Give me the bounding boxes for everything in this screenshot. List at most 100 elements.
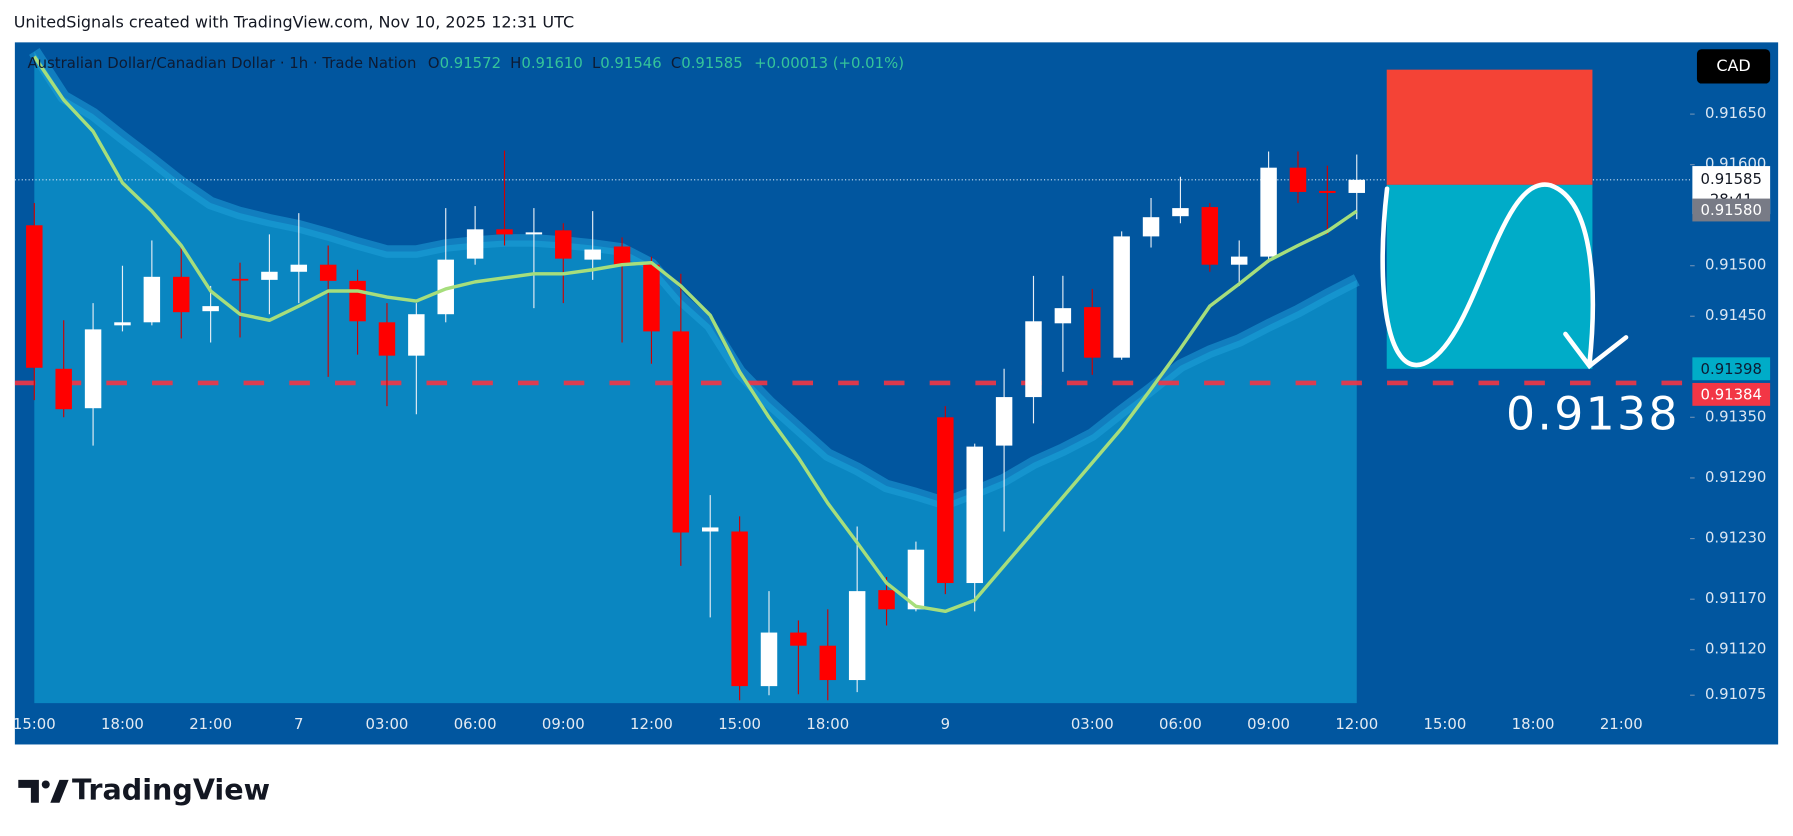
candle-body — [1289, 167, 1307, 192]
legend-title: Australian Dollar/Canadian Dollar · 1h ·… — [27, 54, 416, 72]
candle-body — [1230, 256, 1248, 265]
legend-l: L — [592, 54, 601, 72]
legend-c: C — [671, 54, 681, 72]
x-tick-label: 21:00 — [1600, 715, 1643, 733]
x-tick-label: 09:00 — [1247, 715, 1290, 733]
x-tick-label: 7 — [294, 715, 303, 733]
legend-h-value: 0.91610 — [521, 54, 582, 72]
candle-body — [907, 549, 925, 610]
currency-button[interactable] — [1696, 49, 1771, 84]
candle-body — [319, 264, 337, 281]
legend-c-value: 0.91585 — [681, 54, 742, 72]
y-tick-label: 0.91290 — [1705, 468, 1766, 486]
candle-body — [231, 278, 249, 281]
logo-mark — [18, 779, 39, 803]
candle-body — [790, 632, 807, 646]
line-label: 0.91384 — [1701, 386, 1762, 404]
entry-label-box — [1692, 198, 1771, 222]
candle-body — [1054, 308, 1072, 324]
candle-body — [466, 229, 484, 259]
candle-body — [1172, 208, 1189, 217]
header: UnitedSignals created with TradingView.c… — [14, 12, 574, 31]
candle-body — [525, 232, 543, 235]
candle-body — [1084, 307, 1101, 358]
x-tick-label: 06:00 — [1159, 715, 1202, 733]
x-tick-label: 18:00 — [1512, 715, 1555, 733]
candle-body — [378, 322, 396, 356]
candle-body — [760, 632, 778, 687]
candle-body — [1348, 179, 1365, 193]
logo-dot — [41, 780, 50, 789]
logo-mark — [50, 779, 69, 803]
x-tick-label: 09:00 — [542, 715, 585, 733]
x-tick-label: 15:00 — [718, 715, 761, 733]
candle-body — [819, 645, 837, 681]
candle-body — [202, 306, 219, 312]
x-tick-label: 18:00 — [806, 715, 849, 733]
legend: Australian Dollar/Canadian Dollar · 1h ·… — [27, 54, 904, 72]
plot-area — [14, 48, 1691, 704]
candle-body — [555, 230, 572, 259]
candle-body — [290, 264, 308, 272]
candle-body — [966, 446, 983, 584]
candle-body — [408, 314, 425, 356]
x-tick-label: 06:00 — [454, 715, 497, 733]
legend-o: O — [428, 54, 440, 72]
x-tick-label: 15:00 — [13, 715, 56, 733]
candle-body — [848, 591, 866, 681]
x-tick-label: 03:00 — [366, 715, 409, 733]
candle-body — [1201, 207, 1219, 265]
candle-body — [1113, 236, 1130, 358]
y-tick-label: 0.91170 — [1705, 589, 1766, 607]
x-tick-label: 21:00 — [189, 715, 232, 733]
candle-body — [1142, 217, 1160, 237]
y-tick-label: 0.91500 — [1705, 256, 1766, 274]
candle-body — [437, 259, 454, 315]
candle-body — [1025, 321, 1042, 398]
entry-label: 0.91580 — [1701, 201, 1762, 219]
y-tick-label: 0.91650 — [1705, 104, 1766, 122]
candle-body — [1319, 190, 1336, 193]
target-label-box — [1692, 357, 1771, 381]
candle-body — [496, 229, 513, 235]
y-tick-label: 0.91450 — [1705, 306, 1766, 324]
x-tick-label: 9 — [941, 715, 950, 733]
candle-body — [55, 368, 72, 410]
candle-body — [26, 225, 43, 368]
drawn-arrow — [1380, 182, 1629, 370]
overlay: 0.91380.916500.916000.915000.914500.9135… — [13, 69, 1771, 733]
brand-logo — [18, 779, 69, 803]
y-tick-label: 0.91230 — [1705, 529, 1766, 547]
ma-line — [32, 55, 1358, 614]
x-tick-label: 12:00 — [630, 715, 673, 733]
candle-body — [995, 397, 1013, 446]
target-zone — [1386, 184, 1593, 369]
x-tick-label: 03:00 — [1071, 715, 1114, 733]
x-tick-label: 18:00 — [101, 715, 144, 733]
candle-body — [349, 280, 366, 322]
candle-body — [731, 531, 748, 687]
candle-body — [643, 264, 660, 332]
legend-change: +0.00013 (+0.01%) — [754, 54, 904, 72]
candle-body — [114, 322, 131, 326]
candle-body — [1260, 167, 1277, 257]
candle-body — [672, 331, 690, 533]
target-annotation: 0.9138 — [1506, 388, 1680, 441]
y-tick-label: 0.91120 — [1705, 640, 1766, 658]
candle-body — [613, 246, 631, 265]
candle-body — [261, 271, 278, 280]
ma-band — [29, 48, 1360, 510]
target-label: 0.91398 — [1701, 360, 1762, 378]
y-tick-label: 0.91075 — [1705, 685, 1766, 703]
candle-body — [584, 249, 601, 260]
candle-body — [701, 527, 719, 532]
legend-l-value: 0.91546 — [600, 54, 661, 72]
candle-body — [143, 276, 161, 323]
currency-label[interactable]: CAD — [1716, 56, 1750, 75]
x-tick-label: 15:00 — [1424, 715, 1467, 733]
candle-body — [173, 276, 190, 313]
brand-name: TradingView — [72, 772, 270, 806]
y-tick-label: 0.91350 — [1705, 407, 1766, 425]
